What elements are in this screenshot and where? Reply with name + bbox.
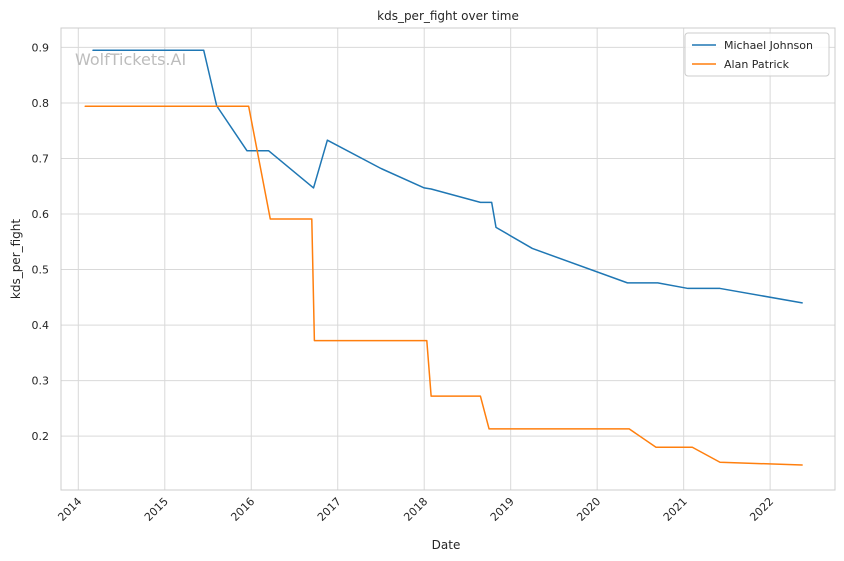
y-tick-label: 0.3 <box>32 375 50 388</box>
y-tick-label: 0.2 <box>32 430 50 443</box>
x-axis-label: Date <box>432 538 461 552</box>
y-tick-label: 0.6 <box>32 208 50 221</box>
legend-label-alan-patrick: Alan Patrick <box>724 58 790 71</box>
y-axis-ticks: 0.2 0.3 0.4 0.5 0.6 0.7 0.8 0.9 <box>32 41 50 443</box>
series-line-alan-patrick <box>84 105 803 466</box>
y-axis-label: kds_per_fight <box>9 219 23 300</box>
legend-label-michael-johnson: Michael Johnson <box>724 39 813 52</box>
legend: Michael Johnson Alan Patrick <box>684 32 830 77</box>
legend-box <box>684 32 830 77</box>
series-lines <box>84 49 803 466</box>
series-line-michael-johnson <box>92 49 803 304</box>
y-tick-label: 0.7 <box>32 152 50 165</box>
y-tick-label: 0.8 <box>32 97 50 110</box>
y-tick-label: 0.9 <box>32 41 50 54</box>
y-tick-label: 0.4 <box>32 319 50 332</box>
plot-frame <box>60 27 836 491</box>
plot-area <box>61 28 835 490</box>
watermark-text: WolfTickets.AI <box>75 50 186 69</box>
chart-title: kds_per_fight over time <box>377 9 519 23</box>
y-tick-label: 0.5 <box>32 264 50 277</box>
grid <box>61 28 835 490</box>
